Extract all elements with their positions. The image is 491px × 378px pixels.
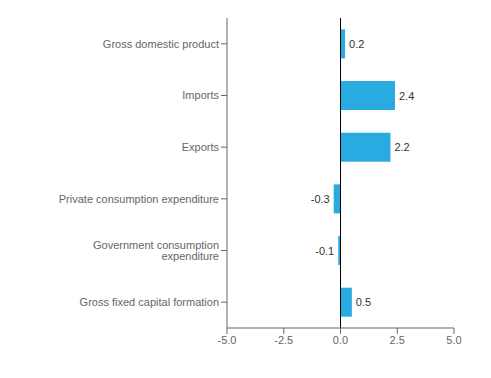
svg-text:0.0: 0.0 <box>333 334 348 346</box>
svg-text:Gross fixed capital formation: Gross fixed capital formation <box>80 296 219 308</box>
svg-text:Private consumption expenditur: Private consumption expenditure <box>59 193 219 205</box>
svg-text:Exports: Exports <box>182 141 220 153</box>
svg-text:-5.0: -5.0 <box>218 334 237 346</box>
svg-text:0.2: 0.2 <box>349 38 364 50</box>
svg-text:2.5: 2.5 <box>390 334 405 346</box>
svg-text:-2.5: -2.5 <box>274 334 293 346</box>
svg-text:0.5: 0.5 <box>356 296 371 308</box>
svg-text:Imports: Imports <box>182 89 219 101</box>
svg-text:5.0: 5.0 <box>446 334 461 346</box>
svg-text:2.4: 2.4 <box>399 90 414 102</box>
svg-text:-0.3: -0.3 <box>311 193 330 205</box>
svg-text:Government consumptionexpendit: Government consumptionexpenditure <box>93 239 219 262</box>
svg-text:-0.1: -0.1 <box>315 245 334 257</box>
svg-text:2.2: 2.2 <box>394 141 409 153</box>
svg-text:Gross domestic product: Gross domestic product <box>103 38 219 50</box>
